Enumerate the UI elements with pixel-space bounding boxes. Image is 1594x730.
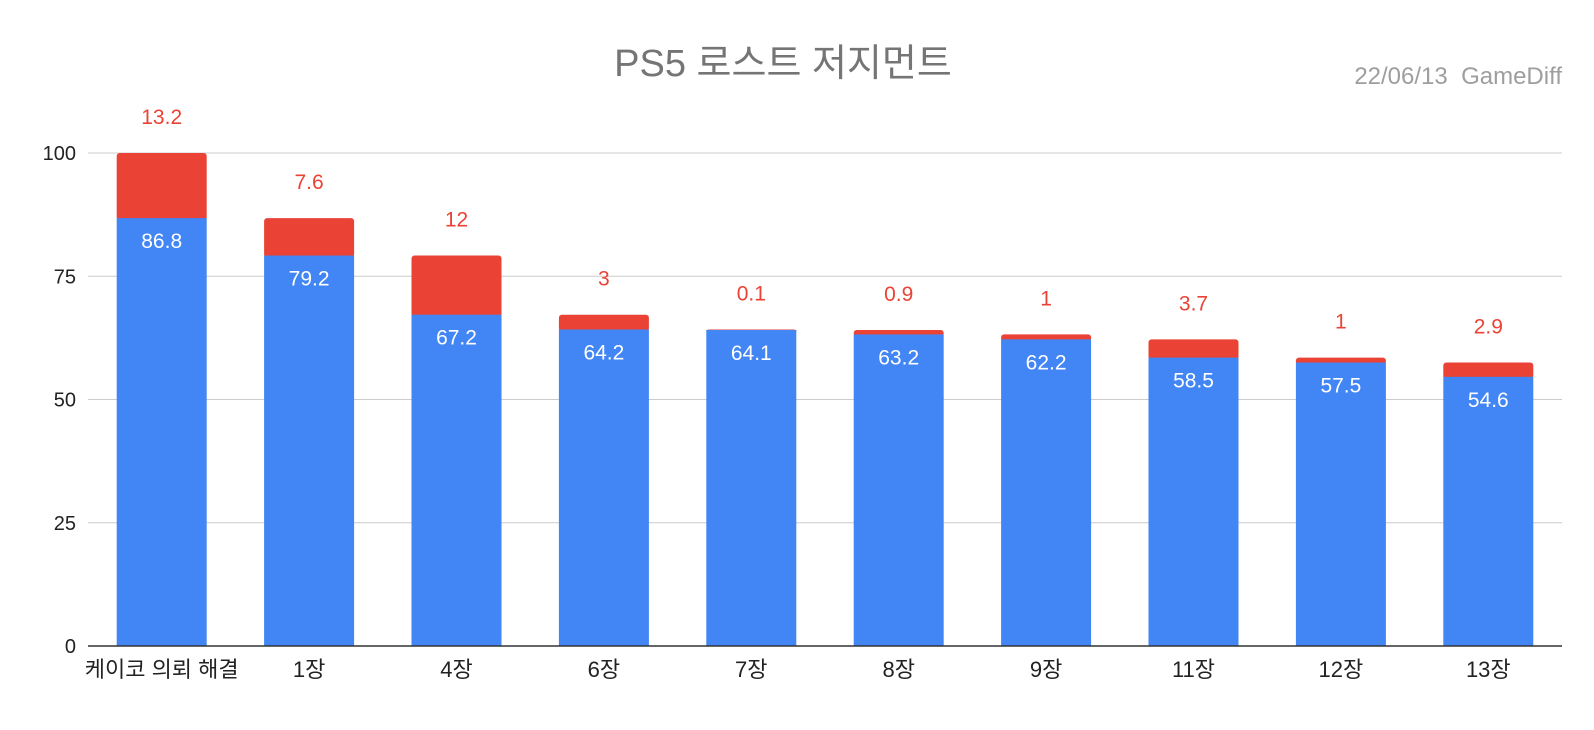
data-labels: 86.8 13.2 79.2 7.6 67.2 12 64.2 3 64.1 0.1 63.2 0.9… — [141, 106, 1508, 412]
x-axis: 케이코 의뢰 해결 1장 4장 6장 7장 8장 9장 11장 12장 13장 — [85, 645, 1562, 682]
bar-top-segment — [558, 314, 649, 332]
bar-base-value-label: 79.2 — [289, 268, 330, 291]
bar-top-segment — [1148, 339, 1239, 360]
bar-base-segment — [1295, 362, 1386, 646]
x-tick-label: 4장 — [440, 657, 472, 682]
bar-base-segment — [1001, 339, 1092, 646]
bar-base-segment — [558, 329, 649, 646]
bar-base-value-label: 54.6 — [1468, 389, 1509, 412]
chart-credit: 22/06/13 GameDiff — [1354, 63, 1562, 90]
bar-top-value-label: 3.7 — [1179, 292, 1208, 315]
bar-base-value-label: 57.5 — [1320, 375, 1361, 398]
y-tick-label: 100 — [43, 143, 76, 165]
x-tick-label: 13장 — [1466, 657, 1511, 682]
bar-top-value-label: 1 — [1335, 311, 1347, 334]
y-tick-label: 25 — [54, 513, 76, 535]
bar-base-value-label: 64.1 — [731, 342, 772, 365]
bar-top-segment — [411, 255, 502, 317]
bar-base-value-label: 58.5 — [1173, 370, 1214, 393]
bar-base-segment — [411, 314, 502, 646]
bar-top-value-label: 12 — [445, 209, 468, 232]
x-tick-label: 11장 — [1172, 657, 1215, 682]
y-tick-label: 75 — [54, 266, 76, 288]
bar-base-value-label: 67.2 — [436, 327, 477, 350]
bar-top-value-label: 7.6 — [294, 171, 323, 194]
bar-base-value-label: 63.2 — [878, 346, 919, 369]
bar-top-value-label: 2.9 — [1474, 316, 1503, 339]
bar-top-segment — [1443, 362, 1534, 379]
bar-top-segment — [264, 218, 355, 258]
bar-base-value-label: 86.8 — [141, 230, 182, 253]
bar-top-value-label: 0.1 — [737, 282, 766, 305]
bars — [116, 153, 1534, 647]
y-axis: 0 25 50 75 100 — [43, 143, 76, 658]
bar-base-value-label: 64.2 — [583, 341, 624, 364]
bar-base-segment — [853, 334, 944, 646]
x-tick-label: 9장 — [1030, 657, 1062, 682]
bar-top-value-label: 0.9 — [884, 283, 913, 306]
bar-top-value-label: 1 — [1040, 287, 1052, 310]
bar-base-value-label: 62.2 — [1026, 351, 1067, 374]
bar-top-value-label: 3 — [598, 268, 610, 291]
x-tick-label: 7장 — [735, 657, 767, 682]
x-tick-label: 8장 — [882, 657, 914, 682]
chart-title: PS5 로스트 저지먼트 — [614, 43, 952, 85]
bar-base-segment — [1443, 376, 1534, 646]
bar-top-segment — [116, 153, 207, 221]
y-tick-label: 0 — [65, 636, 76, 658]
bar-base-segment — [264, 255, 355, 646]
bar-base-segment — [116, 218, 207, 647]
bar-base-segment — [1148, 357, 1239, 646]
x-tick-label: 1장 — [293, 657, 325, 682]
bar-top-value-label: 13.2 — [141, 106, 182, 129]
x-tick-label: 12장 — [1319, 657, 1364, 682]
x-tick-label: 케이코 의뢰 해결 — [85, 657, 239, 682]
x-tick-label: 6장 — [588, 657, 620, 682]
bar-base-segment — [706, 329, 797, 646]
y-tick-label: 50 — [54, 390, 76, 412]
